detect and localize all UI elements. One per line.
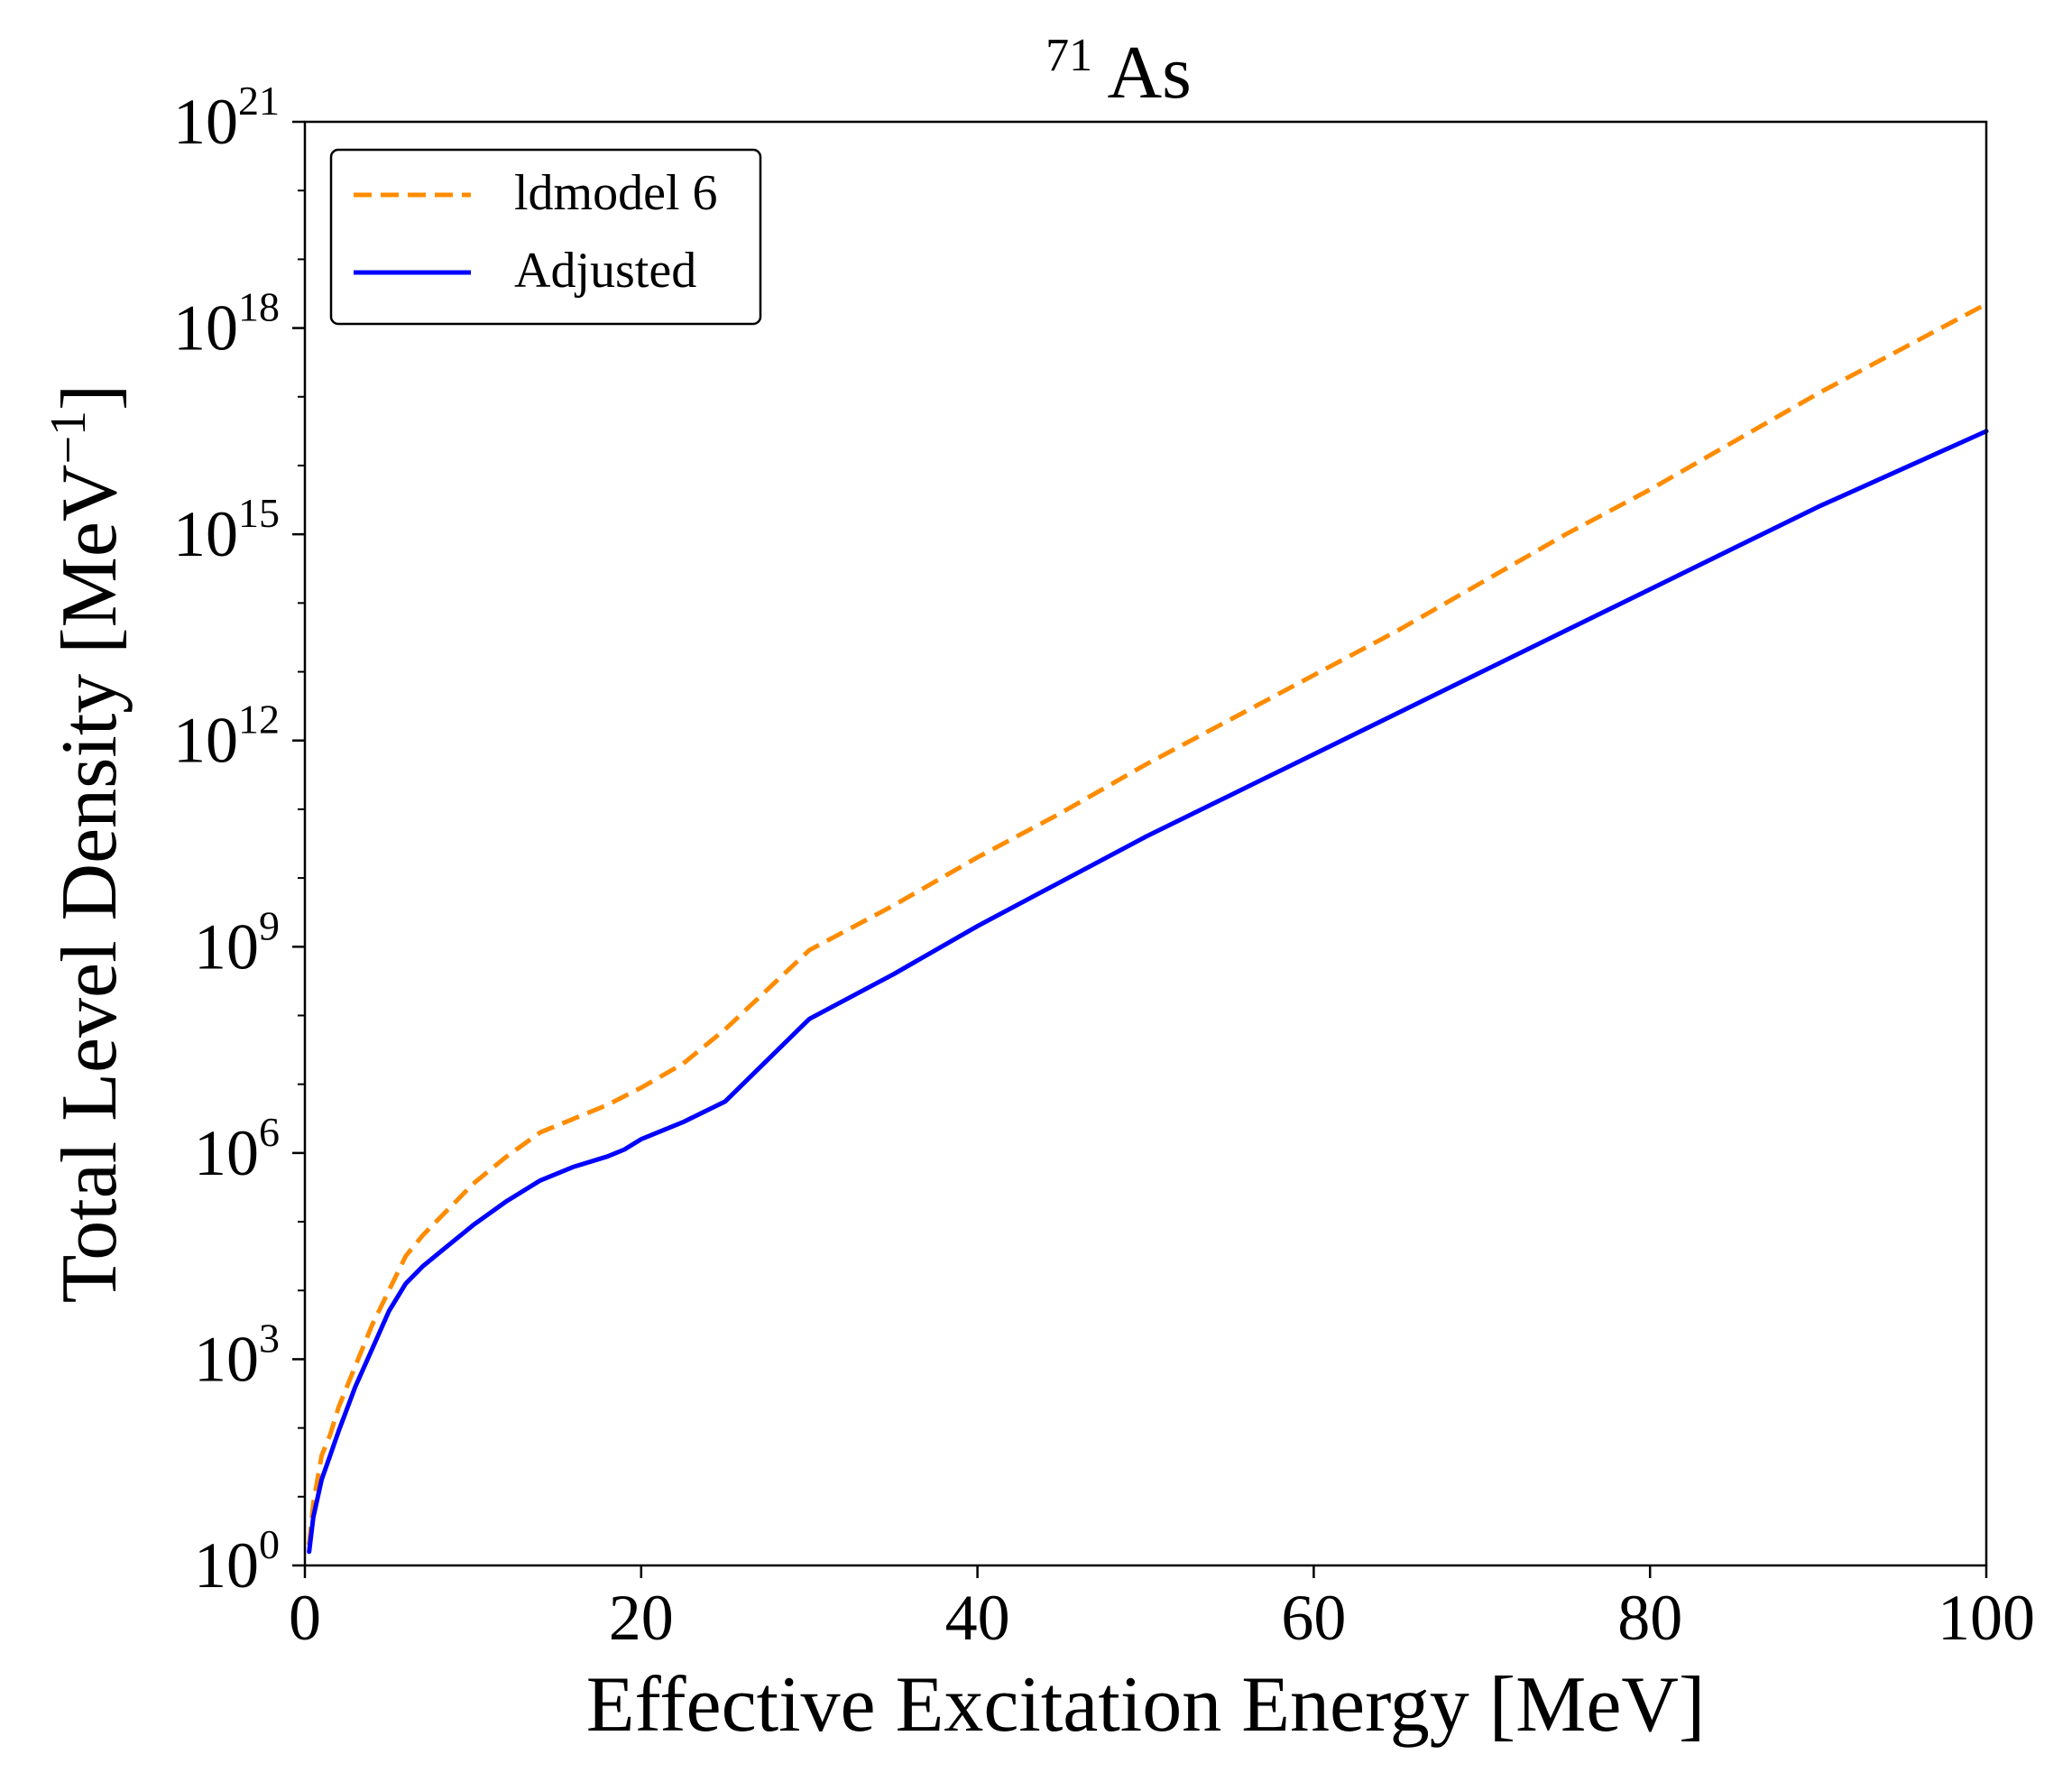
x-tick-label: 100: [1938, 1582, 2035, 1654]
y-tick-label-base: 10: [173, 498, 238, 570]
y-tick-label-exponent: 15: [238, 490, 280, 536]
plot-frame: [303, 120, 1988, 1567]
y-tick-label-base: 10: [173, 705, 238, 777]
y-tick-label: 106: [194, 1109, 280, 1189]
x-tick-label: 20: [609, 1582, 674, 1654]
x-tick-label: 0: [289, 1582, 321, 1654]
y-axis-label-main: Total Level Density [MeV: [46, 465, 134, 1304]
y-tick-label-exponent: 21: [238, 78, 280, 124]
y-axis-label-superscript: −1: [41, 411, 97, 465]
chart-title-main: As: [1108, 31, 1192, 115]
legend: ldmodel 6 Adjusted: [329, 148, 762, 326]
series-line-ldmodel-6: [307, 301, 1988, 1546]
x-tick-label: 60: [1281, 1582, 1346, 1654]
y-tick-label: 109: [194, 902, 280, 983]
y-tick-label: 103: [194, 1315, 280, 1395]
legend-label-ldmodel6: ldmodel 6: [514, 165, 718, 221]
legend-label-adjusted: Adjusted: [514, 243, 696, 299]
y-tick-label: 100: [194, 1521, 280, 1602]
y-tick-label-base: 10: [194, 1529, 259, 1602]
chart-title-superscript: 71: [1045, 30, 1092, 81]
x-tick-label: 40: [945, 1582, 1010, 1654]
x-tick-label: 80: [1617, 1582, 1682, 1654]
y-tick-label: 1021: [173, 78, 280, 158]
y-tick-label: 1012: [173, 697, 280, 777]
y-tick-label-base: 10: [194, 1323, 259, 1395]
x-axis-ticks: 0 20 40 60 80 100: [289, 1565, 2035, 1654]
series-layer: [307, 301, 1989, 1555]
y-tick-label-exponent: 18: [238, 284, 280, 330]
y-tick-label: 1015: [173, 490, 280, 570]
y-tick-label-base: 10: [173, 292, 238, 365]
y-tick-label-base: 10: [194, 910, 259, 983]
y-tick-label-base: 10: [173, 86, 238, 158]
y-tick-label-exponent: 9: [259, 902, 280, 948]
y-tick-label-exponent: 3: [259, 1315, 280, 1361]
y-tick-label-exponent: 0: [259, 1521, 280, 1567]
y-tick-label-base: 10: [194, 1117, 259, 1189]
y-tick-label: 1018: [173, 284, 280, 365]
y-axis-label-close: ]: [46, 384, 134, 411]
series-line-adjusted: [307, 429, 1989, 1555]
y-axis-label: Total Level Density [MeV−1]: [41, 384, 134, 1304]
x-axis-label: Effective Excitation Energy [MeV]: [586, 1661, 1706, 1749]
chart-title: 71 As: [1045, 4, 1192, 115]
y-tick-label-exponent: 12: [238, 697, 280, 743]
y-tick-label-exponent: 6: [259, 1109, 280, 1155]
